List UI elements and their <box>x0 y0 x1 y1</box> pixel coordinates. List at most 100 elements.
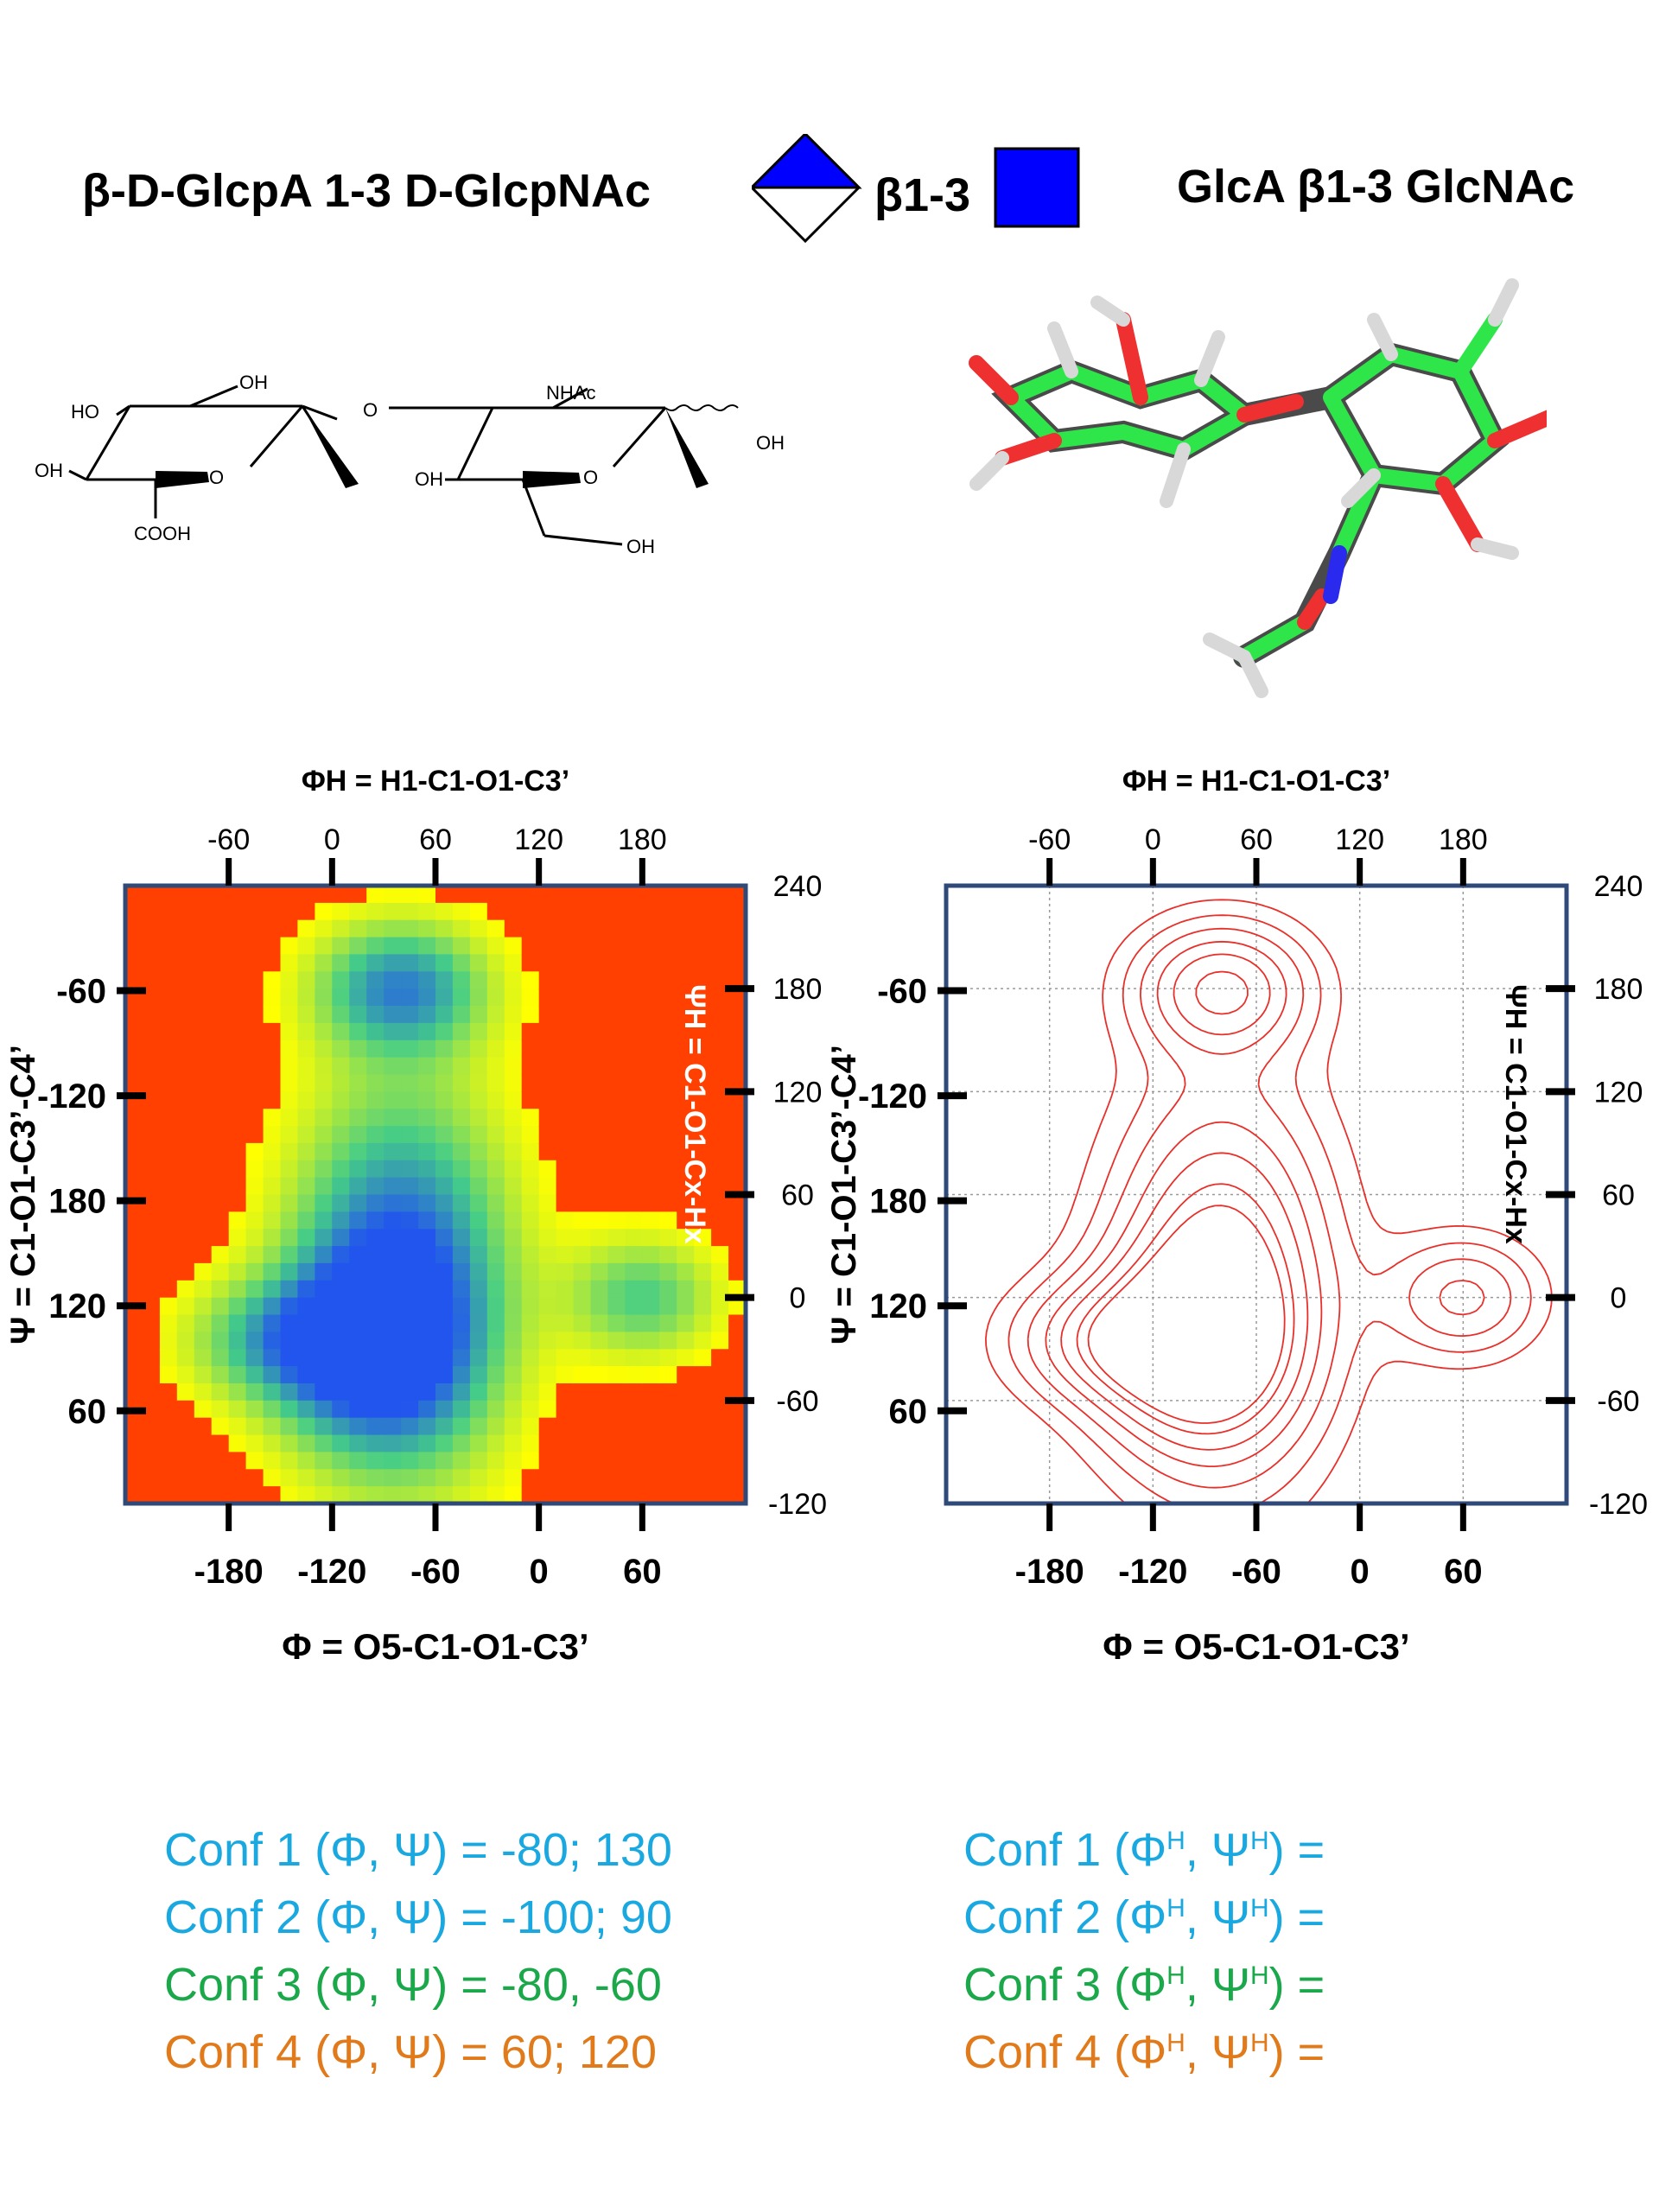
heatmap-cell <box>521 1452 540 1470</box>
heatmap-cell <box>245 1486 264 1504</box>
heatmap-cell <box>228 1349 247 1367</box>
heatmap-cell <box>211 1177 230 1196</box>
heatmap-cell <box>469 988 488 1007</box>
contour-line <box>1027 927 1512 1489</box>
heatmap-cell <box>677 1417 695 1436</box>
heatmap-cell <box>659 1383 677 1402</box>
right-tick-label: 0 <box>790 1282 806 1315</box>
heatmap-cell <box>590 1039 608 1058</box>
top-tick-label: -60 <box>1028 823 1071 856</box>
heatmap-cell <box>125 1160 143 1179</box>
heatmap-cell <box>194 1074 213 1092</box>
heatmap-cell <box>315 1262 333 1281</box>
heatmap-cell <box>332 1211 350 1230</box>
heatmap-cell <box>366 1366 385 1384</box>
heatmap-cell <box>228 1469 247 1487</box>
heatmap-cell <box>280 1177 298 1196</box>
heatmap-cell <box>366 1229 385 1247</box>
heatmap-cell <box>332 1160 350 1179</box>
heatmap-cell <box>677 1469 695 1487</box>
heatmap-cell <box>659 1057 677 1076</box>
heatmap-cell <box>435 971 454 989</box>
heatmap-cell <box>159 1417 178 1436</box>
heatmap-cell <box>418 971 436 989</box>
heatmap-cell <box>486 1417 505 1436</box>
heatmap-cell <box>659 988 677 1007</box>
heatmap-cell <box>435 1246 454 1264</box>
heatmap-cell <box>245 1057 264 1076</box>
heatmap-cell <box>228 1400 247 1419</box>
heatmap-cell <box>332 1091 350 1109</box>
heatmap-cell <box>711 1383 729 1402</box>
heatmap-cell <box>556 1057 575 1076</box>
heatmap-cell <box>297 1417 315 1436</box>
heatmap-cell <box>228 1039 247 1058</box>
heatmap-cell <box>573 1332 592 1350</box>
heatmap-cell <box>142 1142 161 1161</box>
heatmap-cell <box>659 1142 677 1161</box>
heatmap-cell <box>280 954 298 972</box>
heatmap-cell <box>228 937 247 956</box>
heatmap-cell <box>694 1434 712 1453</box>
heatmap-cell <box>280 1091 298 1109</box>
heatmap-cell <box>159 937 178 956</box>
top-tick-label: 180 <box>618 823 667 856</box>
heatmap-cell <box>176 1109 195 1127</box>
heatmap-cell <box>538 1452 557 1470</box>
heatmap-cell <box>728 1469 747 1487</box>
heatmap-cell <box>176 1160 195 1179</box>
heatmap-cell <box>125 886 143 904</box>
heatmap-cell <box>642 1039 660 1058</box>
heatmap-cell <box>486 1297 505 1316</box>
heatmap-cell <box>194 1349 213 1367</box>
bottom-tick-label: -120 <box>297 1553 366 1591</box>
heatmap-cell <box>384 1469 402 1487</box>
heatmap-cell <box>642 971 660 989</box>
heatmap-cell <box>556 1486 575 1504</box>
heatmap-cell <box>228 1006 247 1024</box>
heatmap-cell <box>556 1469 575 1487</box>
heatmap-cell <box>521 1262 540 1281</box>
heatmap-cell <box>573 1383 592 1402</box>
heatmap-cell <box>315 1091 333 1109</box>
heatmap-cell <box>228 1366 247 1384</box>
heatmap-cell <box>366 1434 385 1453</box>
heatmap-cell <box>159 1452 178 1470</box>
heatmap-cell <box>538 1126 557 1144</box>
heatmap-cell <box>711 1349 729 1367</box>
heatmap-cell <box>211 1074 230 1092</box>
heatmap-cell <box>607 1109 626 1127</box>
heatmap-cell <box>349 1314 367 1332</box>
heatmap-cell <box>590 1057 608 1076</box>
heatmap-cell <box>469 1383 488 1402</box>
heatmap-cell <box>159 1434 178 1453</box>
heatmap-cell <box>263 1091 282 1109</box>
heatmap-cell <box>573 971 592 989</box>
heatmap-cell <box>677 1383 695 1402</box>
heatmap-cell <box>677 1262 695 1281</box>
heatmap-cell <box>625 1486 643 1504</box>
heatmap-cell <box>142 1039 161 1058</box>
heatmap-cell <box>211 1126 230 1144</box>
heatmap-cell <box>590 902 608 921</box>
heatmap-cell <box>504 886 523 904</box>
heatmap-cell <box>486 1074 505 1092</box>
heatmap-cell <box>194 971 213 989</box>
heatmap-cell <box>694 988 712 1007</box>
conf-3-line: Conf 3 (Φ, Ψ) = -80, -60 <box>164 1959 662 2011</box>
heatmap-cell <box>384 971 402 989</box>
heatmap-cell <box>538 971 557 989</box>
heatmap-cell <box>176 1366 195 1384</box>
heatmap-cell <box>211 1349 230 1367</box>
heatmap-cell <box>538 1211 557 1230</box>
heatmap-cell <box>159 1297 178 1316</box>
heatmap-cell <box>366 1194 385 1212</box>
heatmap-cell <box>642 1366 660 1384</box>
heatmap-cell <box>401 1452 419 1470</box>
heatmap-cell <box>315 1160 333 1179</box>
heatmap-cell <box>297 988 315 1007</box>
heatmap-cell <box>469 1314 488 1332</box>
heatmap-cell <box>280 1126 298 1144</box>
heatmap-cell <box>332 1366 350 1384</box>
heatmap-cell <box>384 1142 402 1161</box>
